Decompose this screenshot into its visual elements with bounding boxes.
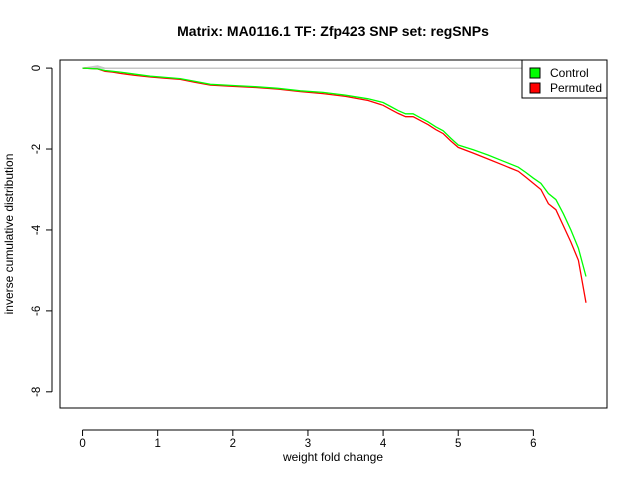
x-axis-label: weight fold change <box>282 450 383 464</box>
legend: Control Permuted <box>521 59 608 99</box>
series-line-control <box>82 67 587 277</box>
x-tick-label: 6 <box>530 438 536 450</box>
x-tick-label: 2 <box>230 438 236 450</box>
x-tick-label: 4 <box>380 438 387 450</box>
x-tick-label: 1 <box>154 438 160 450</box>
x-axis: 0 1 2 3 4 5 6 <box>79 429 537 450</box>
y-axis: 0 -2 -4 -6 -8 <box>31 65 53 397</box>
y-tick-label: -6 <box>31 306 43 316</box>
y-tick-label: -4 <box>31 224 43 235</box>
x-tick-label: 5 <box>455 438 461 450</box>
series-lines <box>82 67 587 303</box>
x-tick-label: 0 <box>79 438 85 450</box>
series-line-permuted <box>82 67 587 303</box>
plot-frame <box>59 59 608 409</box>
background-lines <box>82 65 586 69</box>
legend-label-permuted: Permuted <box>550 81 602 95</box>
chart-title: Matrix: MA0116.1 TF: Zfp423 SNP set: reg… <box>177 23 489 39</box>
y-tick-label: -2 <box>31 144 43 154</box>
x-tick-label: 3 <box>305 438 311 450</box>
y-axis-label: inverse cumulative distribution <box>2 154 16 315</box>
legend-swatch-control <box>529 67 541 79</box>
legend-label-control: Control <box>550 66 589 80</box>
y-tick-label: -8 <box>31 387 43 397</box>
y-tick-label: 0 <box>31 65 43 71</box>
legend-swatch-permuted <box>529 82 541 94</box>
